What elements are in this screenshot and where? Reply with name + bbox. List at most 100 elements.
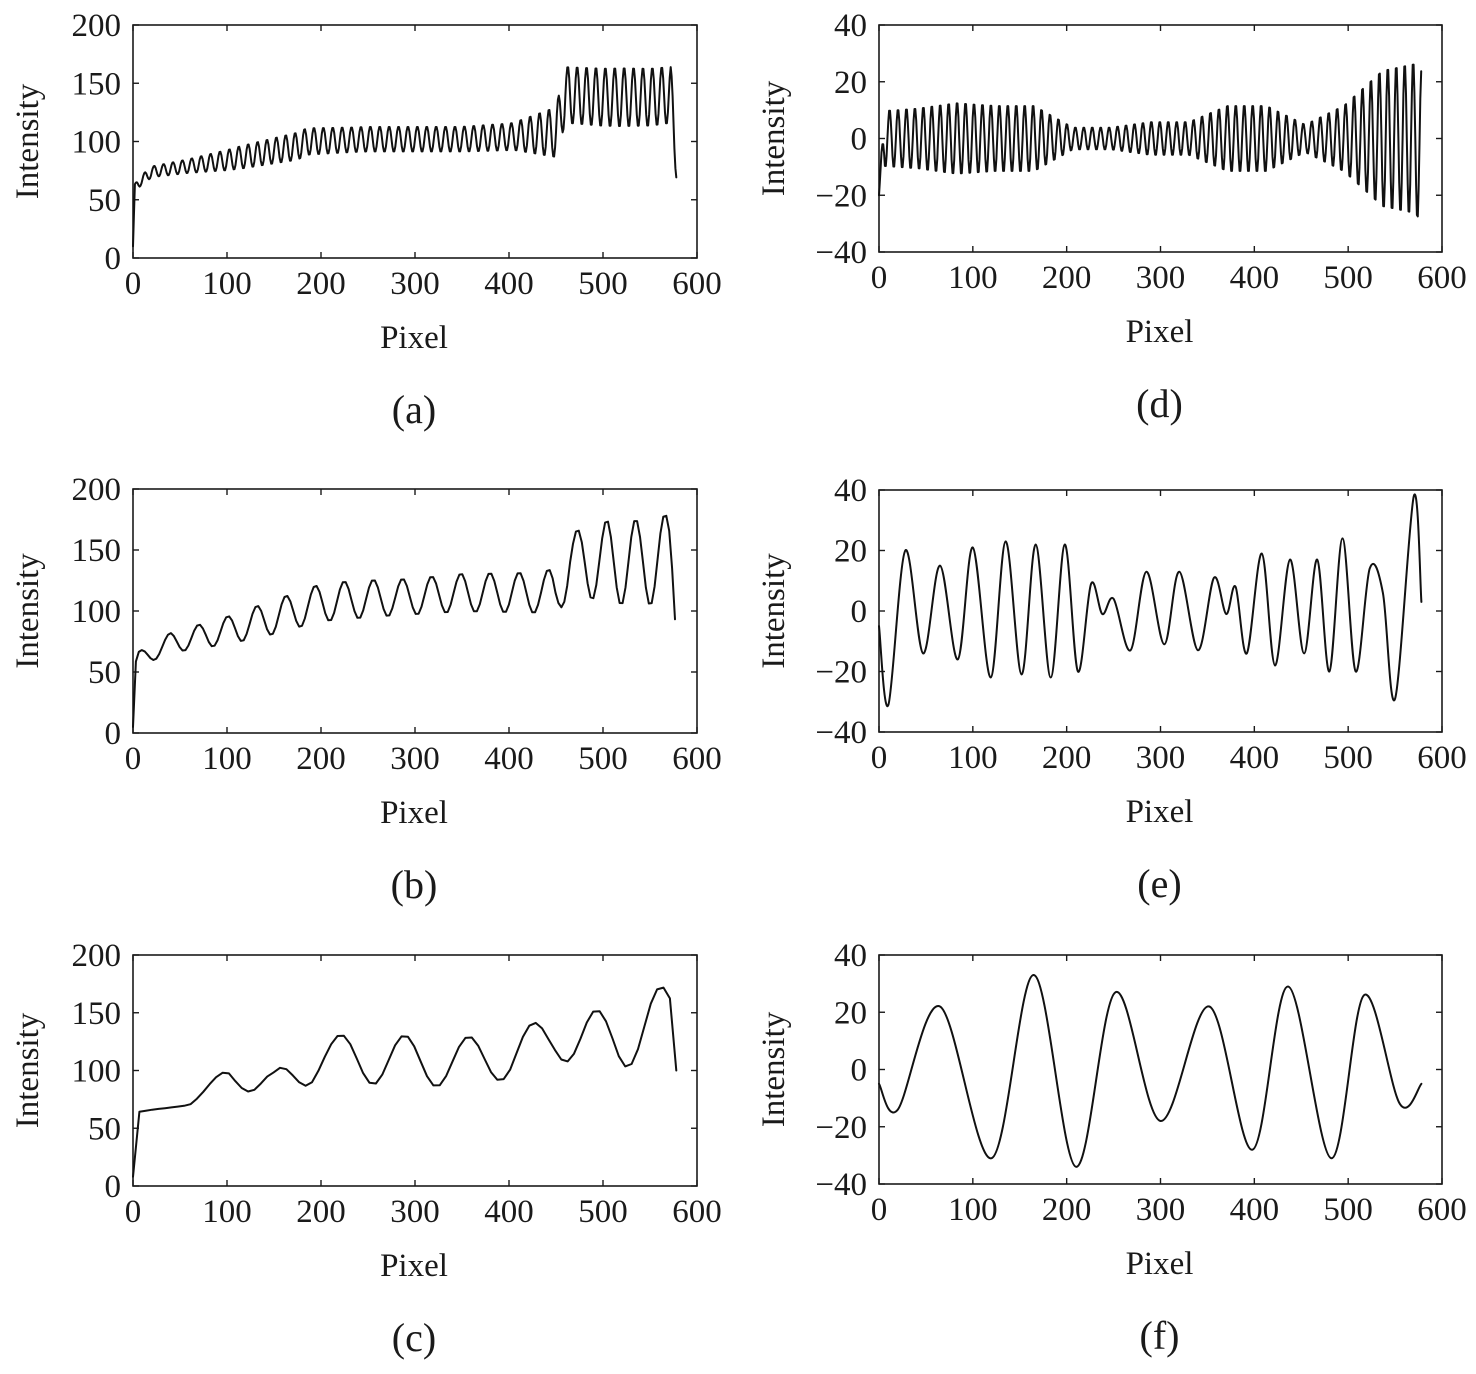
- chart-panel: 0 100 200 300 400 500 600 0 50 100 150 200 Pixel Inte…: [10, 8, 722, 432]
- x-tick-label: 400: [1230, 1192, 1280, 1228]
- x-tick-label: 600: [1417, 260, 1467, 296]
- y-tick-label: 50: [88, 655, 121, 691]
- y-tick-label: 40: [834, 473, 867, 509]
- x-tick-label: 100: [948, 740, 998, 776]
- chart-panel: 0 100 200 300 400 500 600 −40 −20 0 20 40 Pixel Inten…: [756, 938, 1467, 1358]
- x-tick-label: 600: [672, 741, 722, 777]
- y-tick-label: −20: [815, 1110, 867, 1146]
- x-tick-label: 500: [578, 741, 628, 777]
- x-tick-label: 200: [296, 1194, 346, 1230]
- y-tick-label: 100: [72, 1054, 122, 1090]
- x-tick-label: 0: [871, 1192, 888, 1228]
- x-axis-label: Pixel: [1126, 794, 1194, 830]
- y-tick-label: 50: [88, 183, 121, 219]
- x-tick-label: 200: [296, 266, 346, 302]
- x-tick-label: 300: [1136, 260, 1186, 296]
- panel-caption: (e): [1137, 861, 1181, 906]
- x-tick-label: 100: [948, 260, 998, 296]
- x-tick-label: 0: [871, 740, 888, 776]
- y-tick-label: 0: [851, 594, 868, 630]
- y-tick-label: 0: [851, 122, 868, 158]
- chart-panel: 0 100 200 300 400 500 600 −40 −20 0 20 40 Pixel Inten…: [756, 473, 1467, 906]
- y-tick-label: −40: [815, 235, 867, 271]
- y-tick-label: 40: [834, 8, 867, 44]
- series-line: [878, 63, 1423, 218]
- panel-caption: (b): [391, 862, 438, 907]
- y-tick-label: 0: [105, 1169, 122, 1205]
- x-tick-label: 300: [390, 1194, 440, 1230]
- x-tick-label: 400: [484, 1194, 534, 1230]
- y-tick-label: 150: [72, 533, 122, 569]
- y-tick-label: 20: [834, 65, 867, 101]
- chart-panel: 0 100 200 300 400 500 600 0 50 100 150 200 Pixel Inte…: [10, 938, 722, 1360]
- y-tick-label: 20: [834, 995, 867, 1031]
- x-axis-label: Pixel: [380, 320, 448, 356]
- panel-caption: (a): [392, 387, 436, 432]
- y-tick-label: 100: [72, 594, 122, 630]
- x-tick-label: 500: [1323, 260, 1373, 296]
- x-tick-label: 400: [1230, 260, 1280, 296]
- x-tick-label: 0: [125, 741, 142, 777]
- x-tick-label: 500: [1323, 1192, 1373, 1228]
- x-tick-label: 200: [1042, 740, 1092, 776]
- y-axis-label: Intensity: [756, 1011, 792, 1127]
- x-tick-label: 400: [484, 266, 534, 302]
- x-tick-label: 100: [202, 1194, 252, 1230]
- y-tick-label: 200: [72, 8, 122, 44]
- plot-frame: [878, 489, 1443, 733]
- plot-frame: [132, 954, 698, 1187]
- y-tick-label: 20: [834, 534, 867, 570]
- x-axis-label: Pixel: [1126, 314, 1194, 350]
- x-tick-label: 400: [484, 741, 534, 777]
- y-tick-label: 100: [72, 125, 122, 161]
- y-tick-label: 150: [72, 66, 122, 102]
- y-tick-label: 200: [72, 938, 122, 974]
- y-tick-label: 0: [105, 241, 122, 277]
- x-tick-label: 100: [202, 266, 252, 302]
- y-tick-label: −40: [815, 1167, 867, 1203]
- y-axis-label: Intensity: [10, 553, 46, 669]
- x-tick-label: 200: [1042, 260, 1092, 296]
- x-tick-label: 500: [578, 266, 628, 302]
- series-line: [878, 973, 1423, 1168]
- series-line: [132, 986, 678, 1178]
- x-tick-label: 600: [1417, 740, 1467, 776]
- y-axis-label: Intensity: [756, 80, 792, 196]
- series-line: [132, 514, 676, 728]
- x-axis-label: Pixel: [1126, 1246, 1194, 1282]
- y-tick-label: 200: [72, 472, 122, 508]
- y-tick-label: 150: [72, 996, 122, 1032]
- y-axis-label: Intensity: [756, 553, 792, 669]
- x-tick-label: 300: [1136, 740, 1186, 776]
- y-tick-label: 0: [851, 1053, 868, 1089]
- chart-panel: 0 100 200 300 400 500 600 0 50 100 150 200 Pixel Inte…: [10, 472, 722, 907]
- x-tick-label: 500: [1323, 740, 1373, 776]
- series-line: [878, 493, 1423, 708]
- x-tick-label: 600: [1417, 1192, 1467, 1228]
- y-tick-label: 40: [834, 938, 867, 974]
- y-tick-label: −20: [815, 178, 867, 214]
- panel-caption: (c): [392, 1315, 436, 1360]
- chart-panel: 0 100 200 300 400 500 600 −40 −20 0 20 40 Pixel Inten…: [756, 8, 1467, 426]
- x-tick-label: 500: [578, 1194, 628, 1230]
- plot-frame: [878, 954, 1443, 1185]
- x-axis-label: Pixel: [380, 795, 448, 831]
- x-tick-label: 200: [296, 741, 346, 777]
- panel-caption: (f): [1140, 1313, 1180, 1358]
- y-tick-label: 0: [105, 716, 122, 752]
- x-tick-label: 0: [125, 1194, 142, 1230]
- panel-caption: (d): [1136, 381, 1183, 426]
- x-tick-label: 0: [125, 266, 142, 302]
- x-tick-label: 0: [871, 260, 888, 296]
- series-line: [132, 66, 678, 248]
- x-tick-label: 300: [1136, 1192, 1186, 1228]
- x-tick-label: 300: [390, 741, 440, 777]
- y-axis-label: Intensity: [10, 83, 46, 199]
- x-tick-label: 200: [1042, 1192, 1092, 1228]
- x-tick-label: 100: [202, 741, 252, 777]
- y-tick-label: −40: [815, 715, 867, 751]
- x-tick-label: 600: [672, 1194, 722, 1230]
- x-tick-label: 400: [1230, 740, 1280, 776]
